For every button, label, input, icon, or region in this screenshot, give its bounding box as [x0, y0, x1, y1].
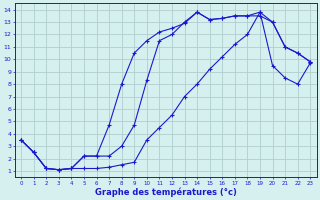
X-axis label: Graphe des températures (°c): Graphe des températures (°c) — [95, 187, 236, 197]
